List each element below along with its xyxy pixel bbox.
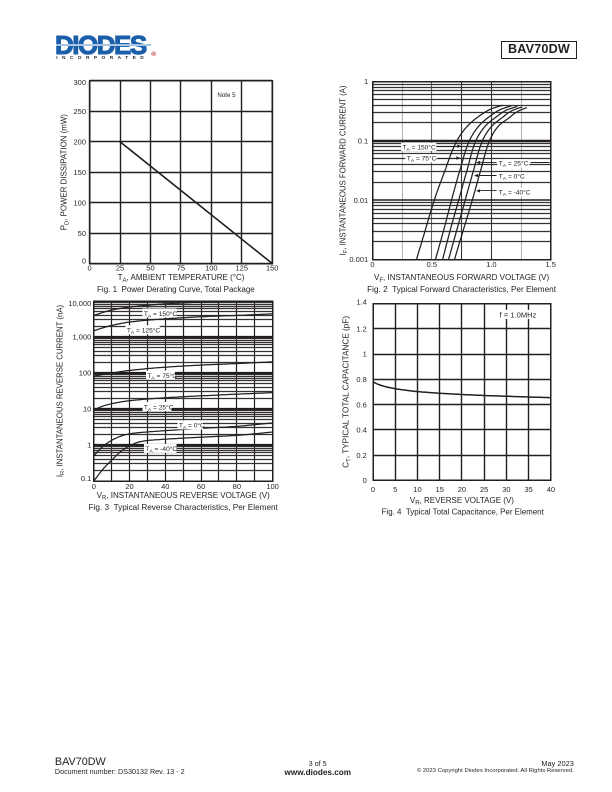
svg-text:1.0: 1.0 bbox=[486, 260, 496, 269]
svg-text:100: 100 bbox=[73, 198, 86, 207]
svg-text:80: 80 bbox=[233, 482, 241, 491]
svg-text:TA = 25°C: TA = 25°C bbox=[499, 160, 529, 169]
svg-text:1.4: 1.4 bbox=[356, 297, 366, 306]
svg-text:50: 50 bbox=[78, 229, 86, 238]
svg-text:Note 5: Note 5 bbox=[217, 92, 236, 99]
svg-text:f = 1.0MHz: f = 1.0MHz bbox=[500, 310, 537, 319]
svg-text:IF, INSTANTANEOUS FORWARD CURR: IF, INSTANTANEOUS FORWARD CURRENT (A) bbox=[339, 85, 350, 255]
svg-text:0.001: 0.001 bbox=[349, 255, 368, 264]
svg-text:IR, INSTANTANEOUS REVERSE CURR: IR, INSTANTANEOUS REVERSE CURRENT (nA) bbox=[56, 304, 67, 477]
svg-text:TA = 0°C: TA = 0°C bbox=[499, 173, 525, 182]
svg-text:0.1: 0.1 bbox=[358, 136, 368, 145]
svg-text:PD, POWER DISSIPATION (mW): PD, POWER DISSIPATION (mW) bbox=[60, 114, 71, 231]
svg-text:1.2: 1.2 bbox=[356, 324, 366, 333]
svg-text:0: 0 bbox=[92, 482, 96, 491]
svg-text:0.01: 0.01 bbox=[354, 196, 369, 205]
svg-text:1: 1 bbox=[364, 77, 368, 86]
svg-text:100: 100 bbox=[205, 264, 218, 273]
svg-text:10: 10 bbox=[413, 485, 421, 494]
svg-text:TA, AMBIENT TEMPERATURE (°C): TA, AMBIENT TEMPERATURE (°C) bbox=[118, 273, 245, 284]
svg-text:TA = 75°C: TA = 75°C bbox=[147, 372, 177, 381]
svg-text:300: 300 bbox=[73, 78, 86, 87]
svg-text:CT, TYPICAL TOTAL CAPACITANCE: CT, TYPICAL TOTAL CAPACITANCE (pF) bbox=[342, 316, 353, 468]
svg-text:1,000: 1,000 bbox=[73, 333, 92, 342]
svg-text:250: 250 bbox=[73, 107, 86, 116]
svg-text:TA = -40°C: TA = -40°C bbox=[145, 445, 177, 454]
svg-text:Fig. 4 Typical Total Capacita: Fig. 4 Typical Total Capacitance, Per El… bbox=[382, 508, 545, 517]
svg-text:Fig. 1 Power Derating Curve,: Fig. 1 Power Derating Curve, Total Packa… bbox=[97, 285, 255, 294]
svg-text:TA = 25°C: TA = 25°C bbox=[144, 403, 174, 412]
svg-text:35: 35 bbox=[524, 485, 532, 494]
svg-text:1: 1 bbox=[363, 350, 367, 359]
svg-text:100: 100 bbox=[266, 482, 279, 491]
svg-text:1: 1 bbox=[87, 441, 91, 450]
svg-text:TA = 150°C: TA = 150°C bbox=[144, 310, 177, 319]
svg-text:0.8: 0.8 bbox=[356, 375, 366, 384]
svg-text:1.5: 1.5 bbox=[545, 260, 555, 269]
svg-text:40: 40 bbox=[161, 482, 169, 491]
svg-text:TA = 150°C: TA = 150°C bbox=[403, 143, 436, 152]
svg-text:VR, INSTANTANEOUS REVERSE VOLT: VR, INSTANTANEOUS REVERSE VOLTAGE (V) bbox=[97, 491, 270, 502]
svg-text:125: 125 bbox=[236, 264, 249, 273]
svg-text:0: 0 bbox=[82, 256, 86, 265]
svg-text:Fig. 3 Typical Reverse Charac: Fig. 3 Typical Reverse Characteristics, … bbox=[89, 503, 279, 512]
svg-text:25: 25 bbox=[480, 485, 488, 494]
svg-text:75: 75 bbox=[177, 264, 185, 273]
svg-text:150: 150 bbox=[73, 168, 86, 177]
svg-text:Fig. 2 Typical Forward Charac: Fig. 2 Typical Forward Characteristics, … bbox=[367, 285, 557, 294]
svg-text:25: 25 bbox=[116, 264, 124, 273]
svg-text:TA = -40°C: TA = -40°C bbox=[499, 188, 531, 197]
svg-text:0.1: 0.1 bbox=[81, 474, 91, 483]
svg-text:10: 10 bbox=[83, 405, 91, 414]
svg-text:50: 50 bbox=[146, 264, 154, 273]
svg-text:40: 40 bbox=[547, 485, 555, 494]
svg-text:0: 0 bbox=[363, 476, 367, 485]
svg-text:TA = 125°C: TA = 125°C bbox=[127, 327, 160, 336]
svg-text:20: 20 bbox=[125, 482, 133, 491]
svg-text:15: 15 bbox=[436, 485, 444, 494]
svg-text:0: 0 bbox=[371, 485, 375, 494]
svg-text:0.5: 0.5 bbox=[427, 260, 437, 269]
svg-text:10,000: 10,000 bbox=[68, 299, 91, 308]
svg-text:0: 0 bbox=[88, 264, 92, 273]
svg-text:30: 30 bbox=[502, 485, 510, 494]
svg-text:VR, REVERSE VOLTAGE (V): VR, REVERSE VOLTAGE (V) bbox=[410, 496, 514, 507]
svg-text:0.6: 0.6 bbox=[356, 400, 366, 409]
svg-text:0: 0 bbox=[370, 260, 374, 269]
svg-text:200: 200 bbox=[73, 137, 86, 146]
svg-text:100: 100 bbox=[79, 369, 92, 378]
svg-text:5: 5 bbox=[393, 485, 397, 494]
svg-text:0.4: 0.4 bbox=[356, 426, 366, 435]
svg-text:TA = 75°C: TA = 75°C bbox=[407, 155, 437, 164]
svg-text:60: 60 bbox=[197, 482, 205, 491]
svg-text:20: 20 bbox=[458, 485, 466, 494]
svg-text:150: 150 bbox=[266, 264, 279, 273]
svg-text:0.2: 0.2 bbox=[356, 451, 366, 460]
svg-text:TA = 0°C: TA = 0°C bbox=[179, 422, 205, 431]
svg-text:VF, INSTANTANEOUS FORWARD VOLT: VF, INSTANTANEOUS FORWARD VOLTAGE (V) bbox=[374, 273, 549, 284]
